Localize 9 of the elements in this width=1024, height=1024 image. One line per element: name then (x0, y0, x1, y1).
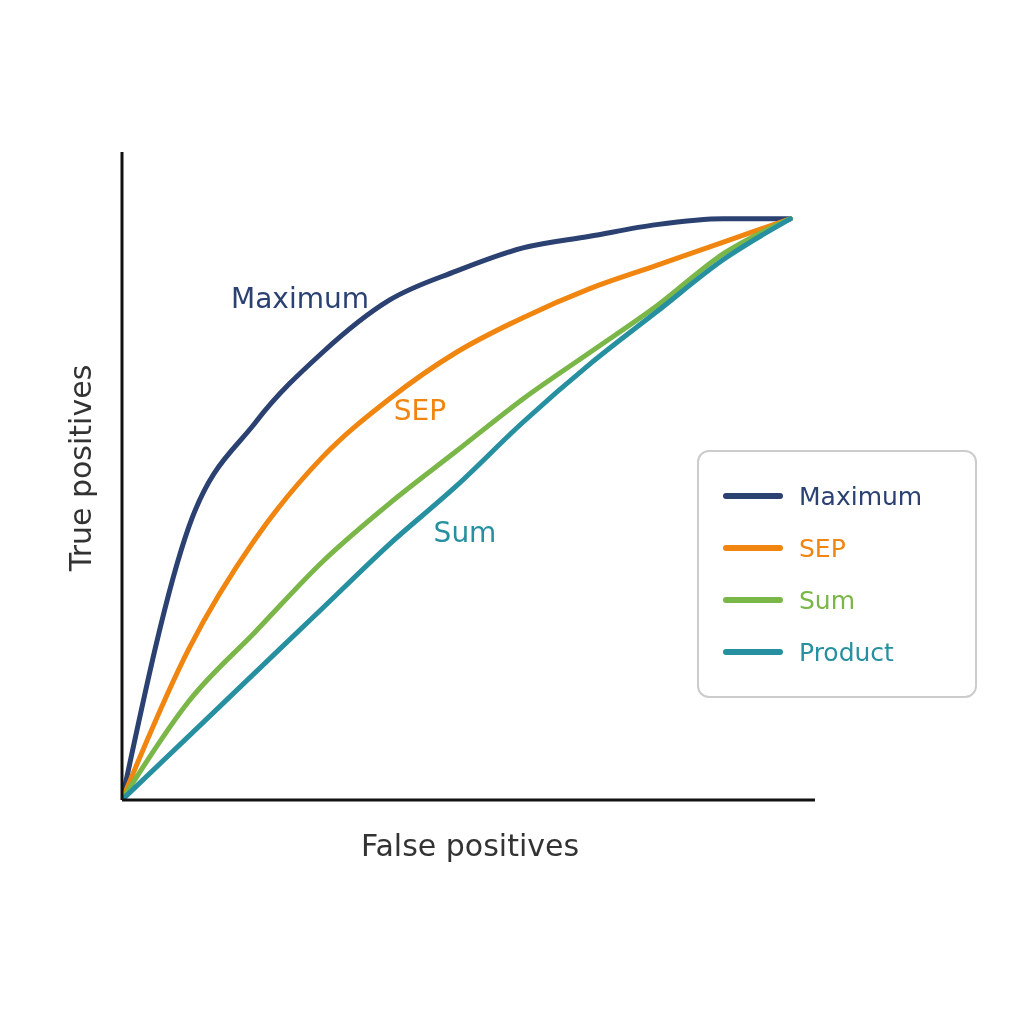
annotation: Sum (433, 515, 497, 549)
legend-label: SEP (799, 533, 846, 563)
legend-label: Sum (799, 585, 856, 615)
x-axis-title: False positives (359, 828, 581, 863)
legend-label: Product (799, 637, 894, 667)
annotation: Maximum (231, 281, 369, 315)
legend-label: Maximum (799, 481, 923, 511)
annotation: SEP (393, 393, 447, 427)
y-axis-title: True positives (62, 364, 98, 572)
